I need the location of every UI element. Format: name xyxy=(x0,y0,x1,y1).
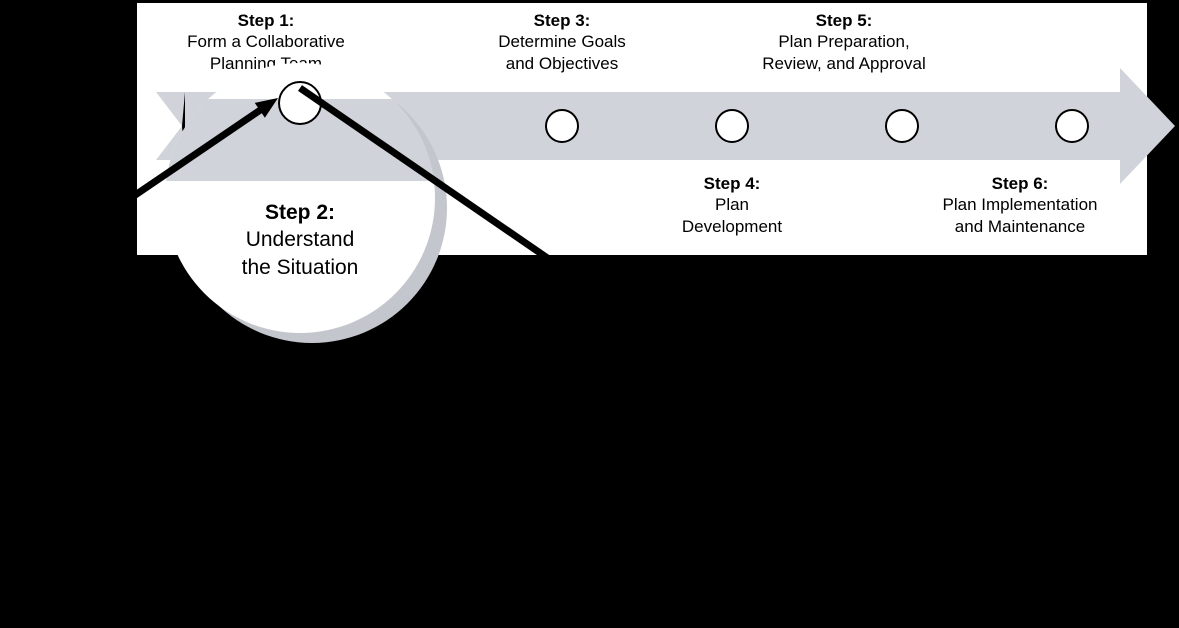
pointer-arrows xyxy=(0,0,1179,628)
pointer-line-2 xyxy=(300,88,583,283)
pointer-line-1 xyxy=(0,105,267,287)
